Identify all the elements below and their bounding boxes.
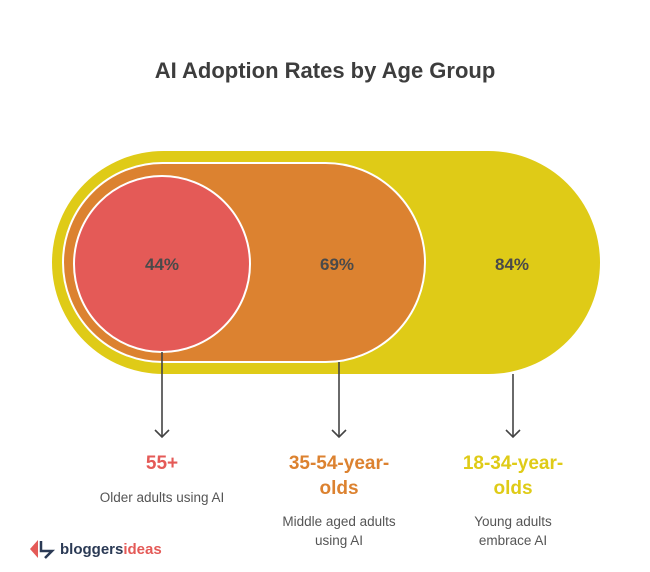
desc-18-34: Young adults embrace AI [428, 512, 598, 550]
bloggersideas-logo: bloggersideas [30, 539, 162, 559]
label-18-34: 18-34-year-olds [428, 451, 598, 501]
label-55plus: 55+ [145, 453, 179, 474]
value-18-34: 84% [495, 255, 529, 274]
arrow-35-54 [331, 362, 347, 439]
desc-line: using AI [314, 533, 364, 548]
label-line: 35-54-year- [288, 453, 390, 474]
desc-line: embrace AI [478, 533, 548, 548]
label-line: olds [319, 478, 359, 499]
label-line: olds [493, 478, 533, 499]
value-55plus: 44% [145, 255, 179, 274]
label-35-54: 35-54-year-olds [254, 451, 424, 501]
desc-line: Young adults [474, 514, 552, 529]
value-35-54: 69% [320, 255, 354, 274]
chart-title: AI Adoption Rates by Age Group [154, 58, 496, 83]
label-line: 18-34-year- [462, 453, 564, 474]
logo-text-ideas: ideas [123, 540, 162, 558]
desc-line: Middle aged adults [282, 514, 396, 529]
logo-text-bloggers: bloggers [60, 540, 124, 558]
desc-55plus: Older adults using AI [99, 490, 225, 505]
logo-mark-icon [30, 540, 56, 559]
arrow-18-34 [505, 374, 521, 439]
desc-35-54: Middle aged adults using AI [254, 512, 424, 550]
arrow-55plus [154, 352, 170, 439]
